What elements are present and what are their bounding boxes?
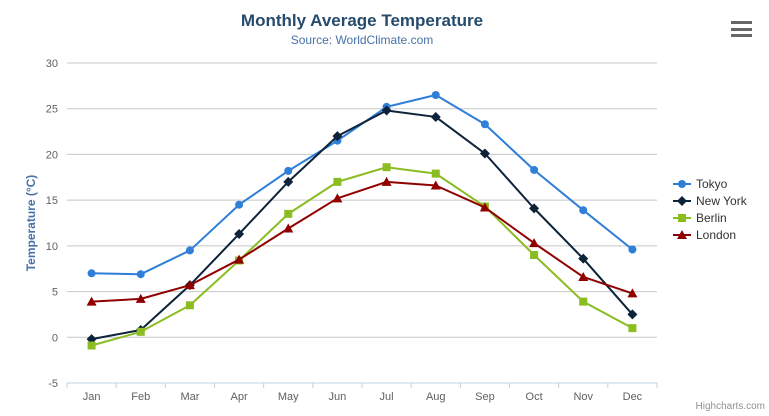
y-axis-label: -5 xyxy=(48,378,58,390)
y-axis-label: 25 xyxy=(46,104,58,116)
hamburger-icon xyxy=(731,34,752,37)
data-point[interactable] xyxy=(381,176,392,186)
data-point[interactable] xyxy=(579,297,588,306)
series-line-tokyo xyxy=(90,94,634,276)
series-line-new-york xyxy=(90,109,634,341)
data-point[interactable] xyxy=(382,163,391,172)
y-axis-title: Temperature (°C) xyxy=(24,174,38,272)
legend-label: New York xyxy=(696,193,747,208)
x-axis-label: Nov xyxy=(573,391,593,403)
data-point[interactable] xyxy=(628,324,637,333)
legend-symbol[interactable] xyxy=(677,195,687,206)
data-point[interactable] xyxy=(479,148,490,159)
x-axis-label: Feb xyxy=(131,391,150,403)
hamburger-icon xyxy=(731,21,752,24)
y-axis-label: 0 xyxy=(52,332,58,344)
data-point[interactable] xyxy=(480,120,489,129)
data-point[interactable] xyxy=(235,200,244,209)
data-point[interactable] xyxy=(136,270,145,279)
y-axis-label: 15 xyxy=(46,195,58,207)
data-point[interactable] xyxy=(431,169,440,178)
data-point[interactable] xyxy=(430,111,441,122)
data-point[interactable] xyxy=(578,253,589,264)
series-new-york[interactable] xyxy=(86,105,638,345)
data-point[interactable] xyxy=(283,176,294,187)
data-point[interactable] xyxy=(529,203,540,214)
data-point[interactable] xyxy=(627,309,638,320)
data-point[interactable] xyxy=(333,177,342,186)
legend-label: Tokyo xyxy=(696,176,728,191)
legend-label: London xyxy=(696,227,737,242)
legend-item-new-york[interactable]: New York xyxy=(673,192,747,209)
series-london[interactable] xyxy=(86,176,638,306)
hamburger-icon xyxy=(731,27,752,31)
legend-symbol[interactable] xyxy=(678,179,686,188)
chart-title: Monthly Average Temperature xyxy=(240,11,484,30)
data-point[interactable] xyxy=(87,341,96,350)
data-point[interactable] xyxy=(529,238,540,248)
x-axis-label: Jun xyxy=(329,391,347,403)
x-axis-label: Dec xyxy=(623,391,643,403)
data-point[interactable] xyxy=(479,202,490,212)
data-point[interactable] xyxy=(381,105,392,116)
data-point[interactable] xyxy=(627,288,638,298)
data-point[interactable] xyxy=(185,301,194,310)
data-point[interactable] xyxy=(332,131,343,142)
x-axis-label: Aug xyxy=(426,391,446,403)
data-point[interactable] xyxy=(430,180,441,190)
legend-marker-triangle-icon xyxy=(673,229,691,239)
data-point[interactable] xyxy=(628,245,637,254)
data-point[interactable] xyxy=(87,269,96,278)
data-point[interactable] xyxy=(184,280,195,290)
x-axis-label: Jan xyxy=(83,391,101,403)
data-point[interactable] xyxy=(234,254,245,264)
legend-label: Berlin xyxy=(696,210,727,225)
y-axis-label: 5 xyxy=(52,287,58,299)
data-point[interactable] xyxy=(530,251,539,259)
x-axis-label: Sep xyxy=(475,391,495,403)
x-axis-label: Oct xyxy=(526,391,543,403)
data-point[interactable] xyxy=(578,271,589,281)
data-point[interactable] xyxy=(234,228,245,239)
chart-subtitle: Source: WorldClimate.com xyxy=(290,33,434,47)
legend-marker-square-icon xyxy=(673,213,691,222)
data-point[interactable] xyxy=(86,296,97,306)
legend-item-tokyo[interactable]: Tokyo xyxy=(673,175,747,192)
data-point[interactable] xyxy=(284,166,293,175)
y-axis-label: 10 xyxy=(46,241,58,253)
data-point[interactable] xyxy=(284,209,293,218)
legend-symbol[interactable] xyxy=(678,213,686,222)
data-point[interactable] xyxy=(283,223,294,233)
data-point[interactable] xyxy=(530,165,539,174)
x-axis-label: Apr xyxy=(231,391,248,403)
x-axis-label: Jul xyxy=(380,391,394,403)
legend: Tokyo New York Berlin London xyxy=(673,175,747,243)
y-axis-label: 20 xyxy=(46,149,58,161)
data-point[interactable] xyxy=(185,246,194,255)
data-point[interactable] xyxy=(579,206,588,215)
legend-symbol[interactable] xyxy=(677,229,687,239)
data-point[interactable] xyxy=(332,193,343,203)
series-line-berlin xyxy=(90,166,634,347)
legend-marker-diamond-icon xyxy=(673,195,691,206)
data-point[interactable] xyxy=(135,293,146,303)
legend-item-london[interactable]: London xyxy=(673,226,747,243)
data-point[interactable] xyxy=(431,91,440,99)
legend-item-berlin[interactable]: Berlin xyxy=(673,209,747,226)
x-axis-label: May xyxy=(278,391,299,403)
series-tokyo[interactable] xyxy=(87,91,637,279)
legend-marker-circle-icon xyxy=(673,179,691,188)
y-axis-label: 30 xyxy=(46,58,58,70)
export-menu-button[interactable] xyxy=(730,20,754,38)
x-axis-label: Mar xyxy=(180,391,199,403)
series-line-london xyxy=(90,180,634,303)
data-point[interactable] xyxy=(136,327,145,336)
credits-link[interactable]: Highcharts.com xyxy=(695,401,765,412)
